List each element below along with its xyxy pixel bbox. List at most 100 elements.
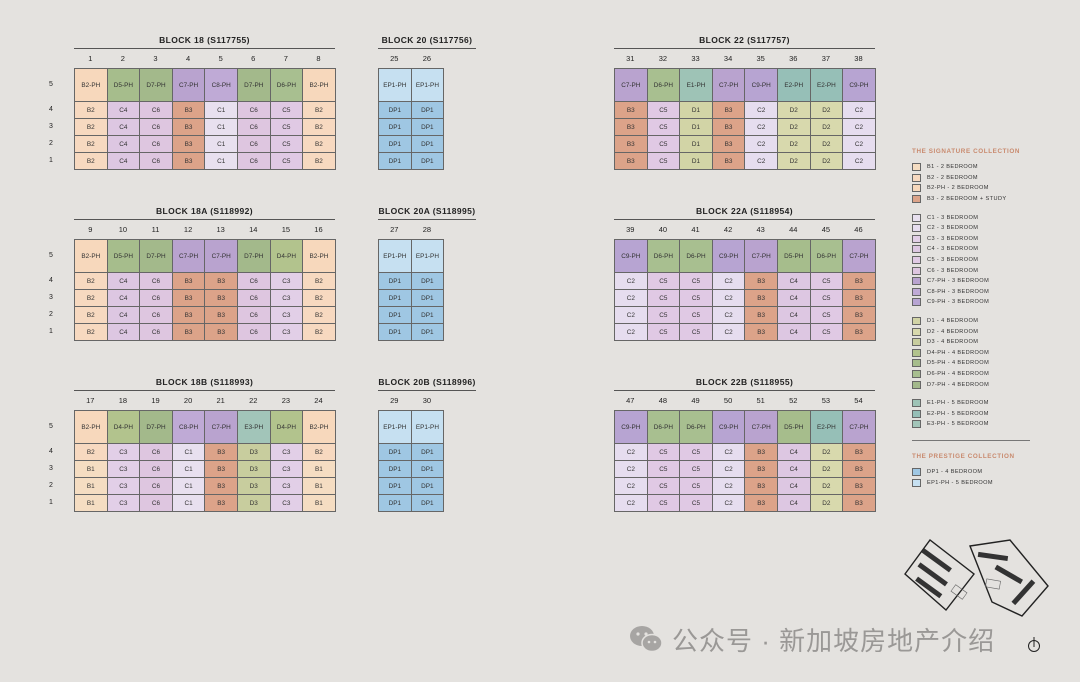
legend-label: DP1 - 4 BEDROOM: [927, 468, 983, 475]
unit-cell: B2: [75, 119, 108, 136]
unit-cell: C3: [270, 461, 304, 478]
legend-label: D4-PH - 4 BEDROOM: [927, 349, 990, 356]
legend-swatch: [912, 224, 921, 233]
watermark-text: 公众号 · 新加坡房地产介绍: [672, 625, 996, 656]
unit-cell: B2: [303, 290, 336, 307]
stack-number-row: 17 18 19 20 21 22 23 24: [74, 395, 335, 407]
unit-cell: B3: [172, 290, 206, 307]
floor-row: C2 C5 C5 C2 B3 C4 C5 B3: [615, 307, 876, 324]
unit-cell: C5: [647, 273, 681, 290]
unit-cell: D2: [777, 119, 811, 136]
unit-cell: C6: [237, 136, 271, 153]
unit-cell: B2: [75, 102, 108, 119]
unit-cell: B2-PH: [303, 411, 336, 444]
unit-cell: DP1: [379, 290, 412, 307]
stack-number: 21: [216, 396, 225, 405]
unit-cell: C4: [107, 119, 141, 136]
unit-cell: C4: [777, 444, 811, 461]
unit-cell: C5: [680, 307, 713, 324]
stack-number: 31: [626, 54, 635, 63]
unit-cell: D6-PH: [680, 411, 713, 444]
floor-row: DP1 DP1: [379, 307, 445, 324]
unit-grid: B2-PH D5-PH D7-PH C7-PH C8-PH D7-PH D6-PH B2-PH…: [74, 68, 336, 170]
unit-cell: D3: [237, 495, 271, 512]
legend-swatch: [912, 163, 921, 172]
unit-cell: C7-PH: [615, 69, 648, 102]
stack-number: 35: [756, 54, 765, 63]
unit-cell: C4: [107, 290, 141, 307]
legend-label: C4 - 3 BEDROOM: [927, 246, 979, 253]
unit-cell: C5: [680, 444, 713, 461]
legend-item: C9-PH - 3 BEDROOM: [912, 297, 1042, 308]
unit-cell: C5: [270, 153, 304, 170]
unit-cell: B3: [745, 495, 778, 512]
unit-cell: C1: [205, 153, 238, 170]
unit-cell: DP1: [411, 136, 445, 153]
unit-cell: D1: [680, 153, 713, 170]
unit-cell: D2: [810, 136, 844, 153]
block-title-rule: [74, 390, 335, 391]
stack-number-row: 29 30: [378, 395, 443, 407]
legend-item: C7-PH - 3 BEDROOM: [912, 276, 1042, 287]
unit-cell: C7-PH: [745, 411, 778, 444]
unit-cell: B1: [75, 478, 108, 495]
legend-swatch: [912, 245, 921, 254]
unit-cell: C5: [647, 153, 681, 170]
unit-cell: D3: [237, 461, 271, 478]
floor-row: DP1 DP1: [379, 478, 445, 495]
unit-cell: D2: [810, 495, 844, 512]
unit-cell: D6-PH: [270, 69, 304, 102]
unit-cell: C7-PH: [745, 240, 778, 273]
block-title: BLOCK 18B (S118993): [155, 377, 254, 387]
stack-number: 4: [185, 54, 191, 63]
stack-number-row: 31 32 33 34 35 36 37 38: [614, 53, 875, 65]
unit-cell: D5-PH: [777, 411, 811, 444]
unit-cell: C2: [615, 273, 648, 290]
unit-cell: C6: [237, 273, 271, 290]
unit-cell: D2: [777, 153, 811, 170]
floor-row: C7-PH D6-PH E1-PH C7-PH C9-PH E2-PH E2-PH C9-PH: [615, 69, 876, 102]
unit-cell: D1: [680, 102, 713, 119]
unit-cell: C7-PH: [172, 240, 206, 273]
unit-cell: C7-PH: [843, 411, 876, 444]
unit-cell: B3: [205, 290, 238, 307]
unit-cell: C4: [107, 102, 141, 119]
stack-number: 22: [249, 396, 258, 405]
unit-cell: C5: [270, 136, 304, 153]
unit-cell: C2: [745, 136, 778, 153]
unit-cell: D6-PH: [647, 69, 681, 102]
legend-item: D3 - 4 BEDROOM: [912, 337, 1042, 348]
unit-cell: C6: [237, 153, 271, 170]
unit-cell: B3: [205, 461, 238, 478]
unit-cell: B2: [303, 307, 336, 324]
unit-cell: C6: [140, 290, 173, 307]
unit-cell: C4: [107, 273, 141, 290]
floor-label: 3: [49, 294, 53, 301]
stack-number: 50: [723, 396, 733, 405]
unit-cell: EP1-PH: [379, 69, 412, 102]
unit-cell: D2: [777, 136, 811, 153]
legend-item: C2 - 3 BEDROOM: [912, 223, 1042, 234]
block-title: BLOCK 20 (S117756): [381, 35, 473, 45]
watermark: 公众号 · 新加坡房地产介绍: [628, 622, 995, 656]
legend-swatch: [912, 359, 921, 368]
stack-number: 27: [390, 225, 399, 234]
unit-cell: C5: [810, 324, 844, 341]
stack-number: 28: [422, 225, 432, 234]
unit-cell: D1: [680, 136, 713, 153]
unit-cell: D2: [810, 478, 844, 495]
floor-row: B2 C4 C6 B3 B3 C6 C3 B2: [75, 324, 336, 341]
unit-cell: D2: [810, 444, 844, 461]
unit-cell: C7-PH: [205, 411, 238, 444]
unit-cell: D2: [810, 119, 844, 136]
legend-swatch: [912, 399, 921, 408]
legend-item: C3 - 3 BEDROOM: [912, 234, 1042, 245]
unit-cell: C5: [680, 461, 713, 478]
unit-cell: B3: [843, 324, 876, 341]
unit-cell: D7-PH: [237, 69, 271, 102]
stack-number: 10: [118, 225, 128, 234]
floor-row: DP1 DP1: [379, 495, 445, 512]
floor-row: B1 C3 C6 C1 B3 D3 C3 B1: [75, 478, 336, 495]
stack-number: 5: [218, 54, 223, 63]
stack-number: 44: [789, 225, 798, 234]
